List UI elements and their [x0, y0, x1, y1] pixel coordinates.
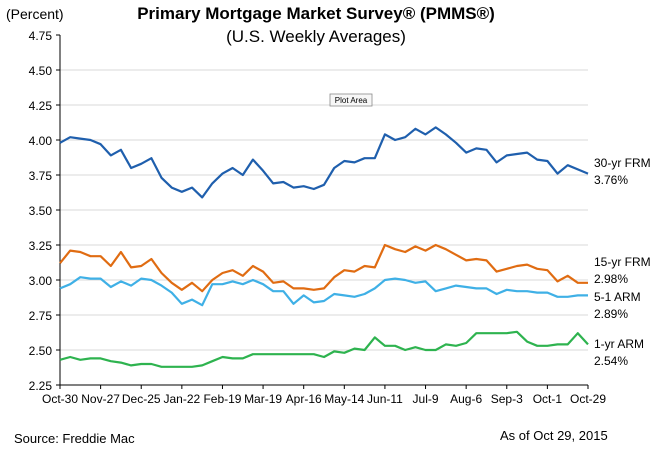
- x-tick-labels: Oct-30 Nov-27 Dec-25 Jan-22 Feb-19 Mar-19 Apr-…: [42, 392, 606, 406]
- x-tick-label: Apr-16: [286, 392, 322, 406]
- chart-subtitle: (U.S. Weekly Averages): [226, 27, 406, 46]
- x-tick-label: Mar-19: [244, 392, 282, 406]
- x-tick-label: Oct-30: [42, 392, 78, 406]
- series-line-30-yr-frm: [59, 126, 589, 199]
- series-last-value-15-yr-frm: 2.98%: [594, 272, 628, 286]
- x-tick-label: Jun-11: [367, 392, 403, 406]
- y-tick-label: 3.00: [29, 274, 53, 288]
- series-lines: [59, 126, 589, 368]
- x-tick-label: Dec-25: [122, 392, 161, 406]
- series-label-5-1-arm: 5-1 ARM: [594, 290, 641, 304]
- x-tick-label: Nov-27: [81, 392, 120, 406]
- grid-lines: [60, 69, 588, 351]
- y-tick-label: 2.25: [29, 379, 53, 393]
- x-tick-label: Aug-6: [450, 392, 482, 406]
- y-tick-label: 4.25: [29, 99, 53, 113]
- x-tick-label: Jan-22: [163, 392, 200, 406]
- y-tick-label: 3.25: [29, 239, 53, 253]
- y-tick-labels: 4.75 4.50 4.25 4.00 3.75 3.50 3.25 3.00 2.75 2.50…: [29, 29, 53, 393]
- series-line-5-1-arm: [59, 276, 588, 307]
- y-tick-label: 4.00: [29, 134, 53, 148]
- y-tick-label: 3.50: [29, 204, 53, 218]
- series-line-15-yr-frm: [59, 243, 588, 293]
- series-last-value-5-1-arm: 2.89%: [594, 307, 628, 321]
- series-label-1-yr-arm: 1-yr ARM: [594, 337, 644, 351]
- x-tick-label: Oct-1: [533, 392, 563, 406]
- x-tick-label: May-14: [324, 392, 364, 406]
- series-label-15-yr-frm: 15-yr FRM: [594, 255, 651, 269]
- x-tick-label: Oct-29: [570, 392, 606, 406]
- y-tick-label: 2.50: [29, 344, 53, 358]
- x-tick-label: Feb-19: [203, 392, 241, 406]
- x-tick-label: Jul-9: [413, 392, 439, 406]
- series-label-30-yr-frm: 30-yr FRM: [594, 156, 651, 170]
- source-note: Source: Freddie Mac: [14, 431, 135, 446]
- axes: [56, 34, 589, 389]
- y-tick-label: 4.75: [29, 29, 53, 43]
- y-axis-unit-label: (Percent): [6, 6, 64, 22]
- plot-area-tag-label: Plot Area: [335, 96, 368, 105]
- series-last-value-30-yr-frm: 3.76%: [594, 173, 628, 187]
- series-line-1-yr-arm: [59, 330, 589, 368]
- plot-area-tag: Plot Area: [329, 93, 373, 107]
- x-tick-label: Sep-3: [491, 392, 523, 406]
- y-tick-label: 2.75: [29, 309, 53, 323]
- series-last-value-1-yr-arm: 2.54%: [594, 354, 628, 368]
- chart-title: Primary Mortgage Market Survey® (PMMS®): [137, 4, 495, 23]
- y-tick-label: 3.75: [29, 169, 53, 183]
- y-tick-label: 4.50: [29, 64, 53, 78]
- series-labels: 30-yr FRM 3.76% 15-yr FRM 2.98% 5-1 ARM 2.89%…: [594, 156, 651, 368]
- as-of-date: As of Oct 29, 2015: [500, 428, 608, 443]
